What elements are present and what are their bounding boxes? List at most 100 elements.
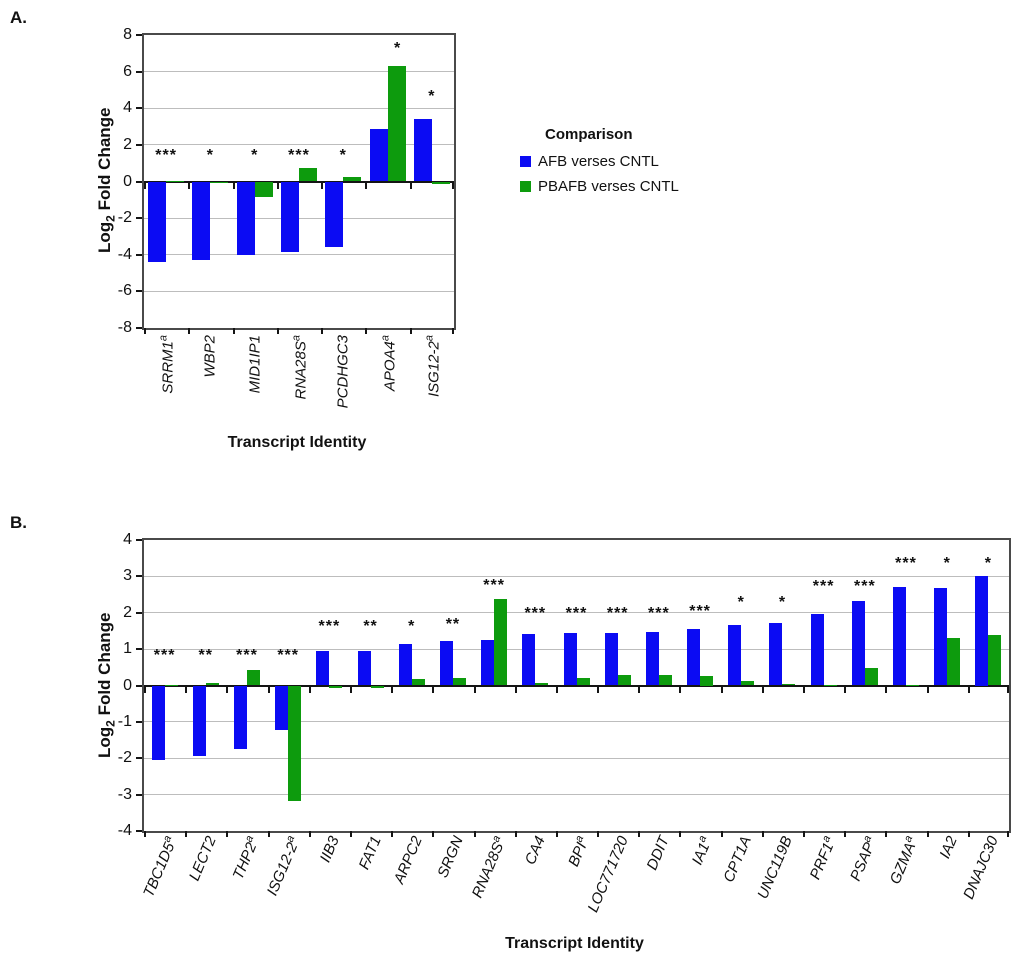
category-tick — [144, 686, 146, 693]
bar-pbafb — [658, 674, 672, 686]
category-tick — [308, 686, 311, 693]
x-axis-tick — [185, 831, 188, 837]
bar-afb — [236, 181, 255, 255]
category-label: MID1IP1 — [246, 335, 264, 394]
bar-pbafb — [387, 65, 406, 182]
legend-label-pbafb: PBAFB verses CNTL — [538, 178, 679, 195]
y-axis-tick — [136, 611, 142, 614]
bar-afb — [810, 613, 824, 686]
category-tick — [276, 182, 279, 189]
category-label: DDIT — [643, 833, 673, 873]
bar-afb — [563, 633, 577, 686]
bar-afb — [281, 181, 299, 252]
bar-afb — [148, 181, 167, 263]
x-axis-tick — [276, 328, 279, 334]
bar-pbafb — [617, 675, 631, 686]
bar-afb — [413, 118, 432, 182]
gridline — [144, 217, 454, 219]
category-tick — [473, 686, 476, 693]
bar-afb — [604, 632, 618, 686]
y-axis-tick — [136, 217, 142, 220]
x-axis-tick — [144, 328, 146, 334]
significance-marker: *** — [277, 647, 299, 665]
significance-marker: ** — [198, 647, 214, 665]
significance-marker: * — [206, 147, 215, 165]
significance-marker: * — [737, 594, 745, 612]
x-axis-tick — [432, 831, 435, 837]
significance-marker: * — [408, 617, 416, 635]
y-tick-label: 3 — [123, 567, 132, 585]
x-axis-tick — [409, 328, 412, 334]
y-axis-tick — [136, 539, 142, 541]
category-label: ARPC2 — [390, 833, 426, 887]
bar-afb — [369, 128, 388, 182]
category-label: THP2a — [229, 833, 261, 883]
x-axis-tick — [365, 328, 368, 334]
y-tick-label: -2 — [117, 749, 132, 767]
legend-label-afb: AFB verses CNTL — [538, 153, 659, 170]
bar-pbafb — [205, 683, 219, 686]
bar-afb — [893, 587, 907, 686]
bar-pbafb — [254, 181, 273, 198]
bar-pbafb — [741, 681, 755, 686]
significance-marker: * — [984, 555, 993, 573]
category-tick — [926, 686, 929, 693]
gridline — [144, 612, 1009, 614]
x-axis-tick — [308, 831, 311, 837]
x-axis-tick — [452, 328, 454, 334]
x-axis-tick — [720, 831, 723, 837]
bar-pbafb — [411, 678, 425, 686]
y-axis-tick — [136, 575, 142, 578]
significance-marker: *** — [153, 647, 176, 665]
bar-pbafb — [700, 676, 714, 686]
bar-afb — [233, 685, 247, 749]
bar-pbafb — [906, 684, 920, 686]
gridline — [144, 71, 454, 73]
bar-afb — [934, 587, 948, 686]
category-label: PRF1a — [806, 833, 837, 883]
category-tick — [321, 182, 324, 189]
x-axis-tick — [885, 831, 888, 837]
category-label: CPT1A — [720, 833, 756, 885]
category-label: ISG12-2a — [423, 335, 443, 397]
gridline — [144, 290, 454, 292]
x-axis-tick — [514, 831, 517, 837]
gridline — [144, 721, 1009, 723]
pbafb-swatch-icon — [520, 181, 531, 192]
bar-pbafb — [166, 180, 185, 182]
bar-pbafb — [164, 684, 178, 686]
category-tick — [1007, 686, 1009, 693]
y-axis-tick — [136, 793, 142, 796]
category-tick — [452, 182, 454, 189]
category-tick — [597, 686, 600, 693]
category-label: PSAPa — [846, 833, 879, 884]
bar-pbafb — [431, 181, 450, 185]
category-label: PCDHGC3 — [334, 335, 352, 409]
bar-afb — [325, 181, 344, 248]
bar-afb — [316, 651, 330, 686]
category-label: APOA4a — [379, 335, 399, 392]
bar-afb — [357, 651, 371, 686]
y-tick-label: -6 — [117, 282, 132, 300]
x-axis-tick — [349, 831, 352, 837]
gridline — [144, 254, 454, 256]
significance-marker: *** — [895, 555, 917, 573]
bar-afb — [151, 685, 165, 761]
x-axis-tick — [391, 831, 394, 837]
y-axis-tick — [136, 720, 142, 723]
bar-afb — [481, 639, 495, 686]
bar-pbafb — [288, 685, 302, 802]
gridline — [144, 648, 1009, 650]
category-label: WBP2 — [201, 335, 219, 378]
x-axis-tick — [597, 831, 600, 837]
category-label: RNA28Sa — [290, 335, 310, 400]
gridline — [144, 107, 454, 109]
y-tick-label: -8 — [117, 319, 132, 336]
y-tick-label: -4 — [117, 245, 132, 263]
significance-marker: *** — [155, 147, 177, 165]
category-label: FAT1 — [355, 833, 385, 873]
significance-marker: * — [428, 87, 436, 105]
y-tick-label: 2 — [123, 603, 132, 621]
y-axis-tick — [136, 290, 142, 293]
bar-pbafb — [535, 682, 549, 686]
